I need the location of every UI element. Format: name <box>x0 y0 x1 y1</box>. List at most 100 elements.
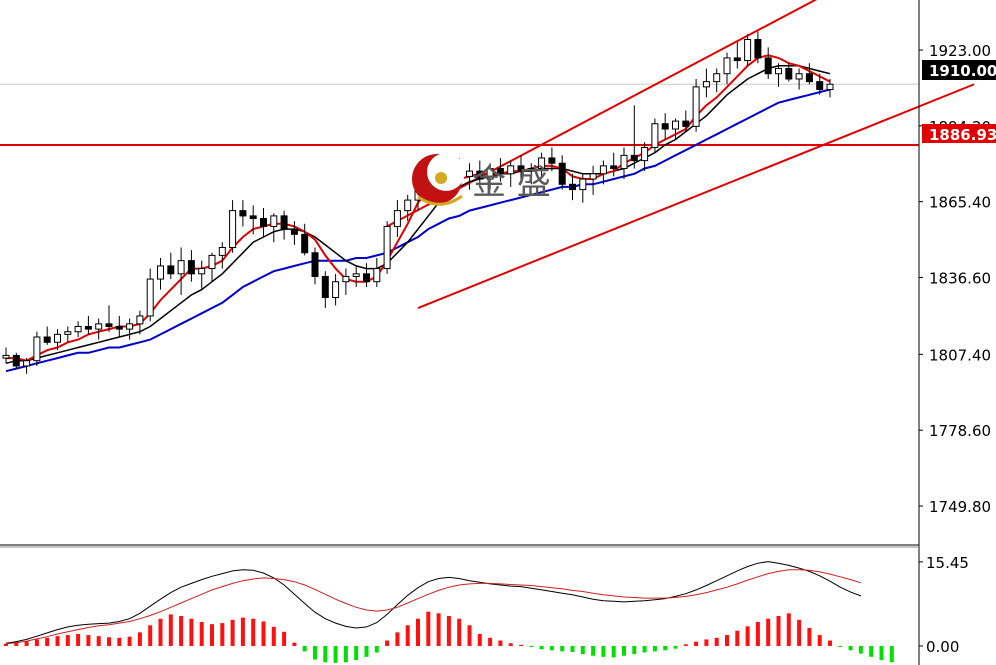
histogram-bar-negative <box>529 645 534 648</box>
price-tick-label: 1865.40 <box>929 194 991 212</box>
candle-bear <box>363 273 370 283</box>
level-price-tag-bg <box>922 124 996 143</box>
candle-bear <box>754 38 762 59</box>
candle-bear <box>682 120 690 127</box>
candle-bear <box>805 73 813 83</box>
histogram-bar-positive <box>127 636 132 646</box>
histogram-bar-positive <box>446 616 451 646</box>
histogram-bar-positive <box>179 616 184 646</box>
histogram-bar-negative <box>560 645 565 652</box>
candle-bear <box>321 275 329 299</box>
histogram-bar-negative <box>580 645 585 655</box>
candle-bear <box>260 218 267 227</box>
candle-bull <box>373 268 381 283</box>
candle-bear <box>115 325 123 330</box>
level-price-label: 1886.93 <box>929 126 996 144</box>
candle-bull <box>2 354 10 359</box>
histogram-bar-positive <box>416 618 420 646</box>
candle-bear <box>785 67 793 80</box>
histogram-bar-positive <box>251 618 256 646</box>
histogram-bar-positive <box>436 613 441 646</box>
histogram-bar-positive <box>735 630 740 646</box>
candle-bull <box>795 73 803 80</box>
candle-bull <box>775 67 782 75</box>
histogram-bar-positive <box>694 641 699 646</box>
candle-bull <box>744 38 752 62</box>
histogram-bar-positive <box>137 632 142 646</box>
histogram-bar-positive <box>24 641 29 646</box>
candle-bull <box>208 254 216 270</box>
current-price-tag: 1910.00 <box>922 60 996 80</box>
candle-bull <box>579 178 587 191</box>
histogram-bar-negative <box>663 645 668 651</box>
histogram-bar-negative <box>591 645 596 656</box>
macd-tick-label: 0.00 <box>926 638 959 656</box>
candle-bull <box>507 165 515 175</box>
histogram-bar-positive <box>426 611 431 646</box>
candle-bull <box>383 225 391 270</box>
candle-bear <box>548 157 556 164</box>
histogram-bar-positive <box>199 622 204 646</box>
candle-bull <box>486 168 494 180</box>
histogram-bar-positive <box>683 644 688 646</box>
histogram-bar-negative <box>611 645 616 658</box>
histogram-bar-negative <box>673 645 678 649</box>
histogram-bar-negative <box>313 645 317 660</box>
histogram-bar-negative <box>323 645 328 663</box>
histogram-bar-positive <box>158 618 163 646</box>
logo-text: 金 盛 <box>472 163 551 203</box>
histogram-bar-positive <box>168 614 173 646</box>
histogram-bar-positive <box>292 642 297 646</box>
histogram-bar-positive <box>34 639 39 646</box>
ma-slow-line <box>5 88 831 373</box>
candle-bull <box>672 120 679 130</box>
histogram-bar-negative <box>354 645 359 661</box>
histogram-bar-positive <box>725 635 729 646</box>
candle-bull <box>589 173 597 180</box>
candle-bull <box>177 260 185 275</box>
candle-bull <box>692 86 700 127</box>
histogram-bar-positive <box>714 637 719 646</box>
candle-bull <box>702 81 710 88</box>
candle-bear <box>630 154 638 162</box>
histogram-bar-negative <box>838 645 843 648</box>
histogram-bar-positive <box>745 626 750 646</box>
current-price-label: 1910.00 <box>929 62 996 80</box>
macd-pane <box>4 561 894 663</box>
candle-bear <box>610 165 618 170</box>
histogram-bar-negative <box>333 645 338 663</box>
histogram-bar-positive <box>488 637 493 646</box>
channel-lower-line <box>417 83 975 309</box>
channel-upper-line <box>386 0 818 228</box>
candle-bull <box>342 275 350 283</box>
logo-emblem-gold <box>435 172 447 184</box>
histogram-bar-positive <box>107 637 111 646</box>
candle-bear <box>290 228 298 235</box>
candle-bull <box>95 323 103 330</box>
histogram-bar-positive <box>65 635 70 646</box>
candle-bull <box>218 246 226 256</box>
histogram-bar-positive <box>498 640 503 646</box>
histogram-bar-negative <box>858 645 863 654</box>
histogram-bar-negative <box>848 645 853 651</box>
histogram-bar-positive <box>405 625 410 646</box>
histogram-bar-positive <box>704 639 709 646</box>
candle-bear <box>84 325 92 330</box>
candle-bull <box>404 199 412 212</box>
current-price-tag-bg <box>922 60 996 80</box>
histogram-bar-positive <box>45 637 50 646</box>
candle-bull <box>651 123 659 148</box>
histogram-bar-positive <box>86 635 91 646</box>
candle-bear <box>105 323 113 327</box>
candle-bear <box>476 170 484 180</box>
price-tick-label: 1807.40 <box>929 346 991 364</box>
candle-bear <box>661 123 669 130</box>
histogram-bar-positive <box>467 625 472 646</box>
candle-bull <box>723 57 731 75</box>
histogram-bar-positive <box>117 637 122 646</box>
candle-bear <box>496 168 504 175</box>
candle-bear <box>12 354 20 367</box>
candle-bull <box>33 336 41 362</box>
